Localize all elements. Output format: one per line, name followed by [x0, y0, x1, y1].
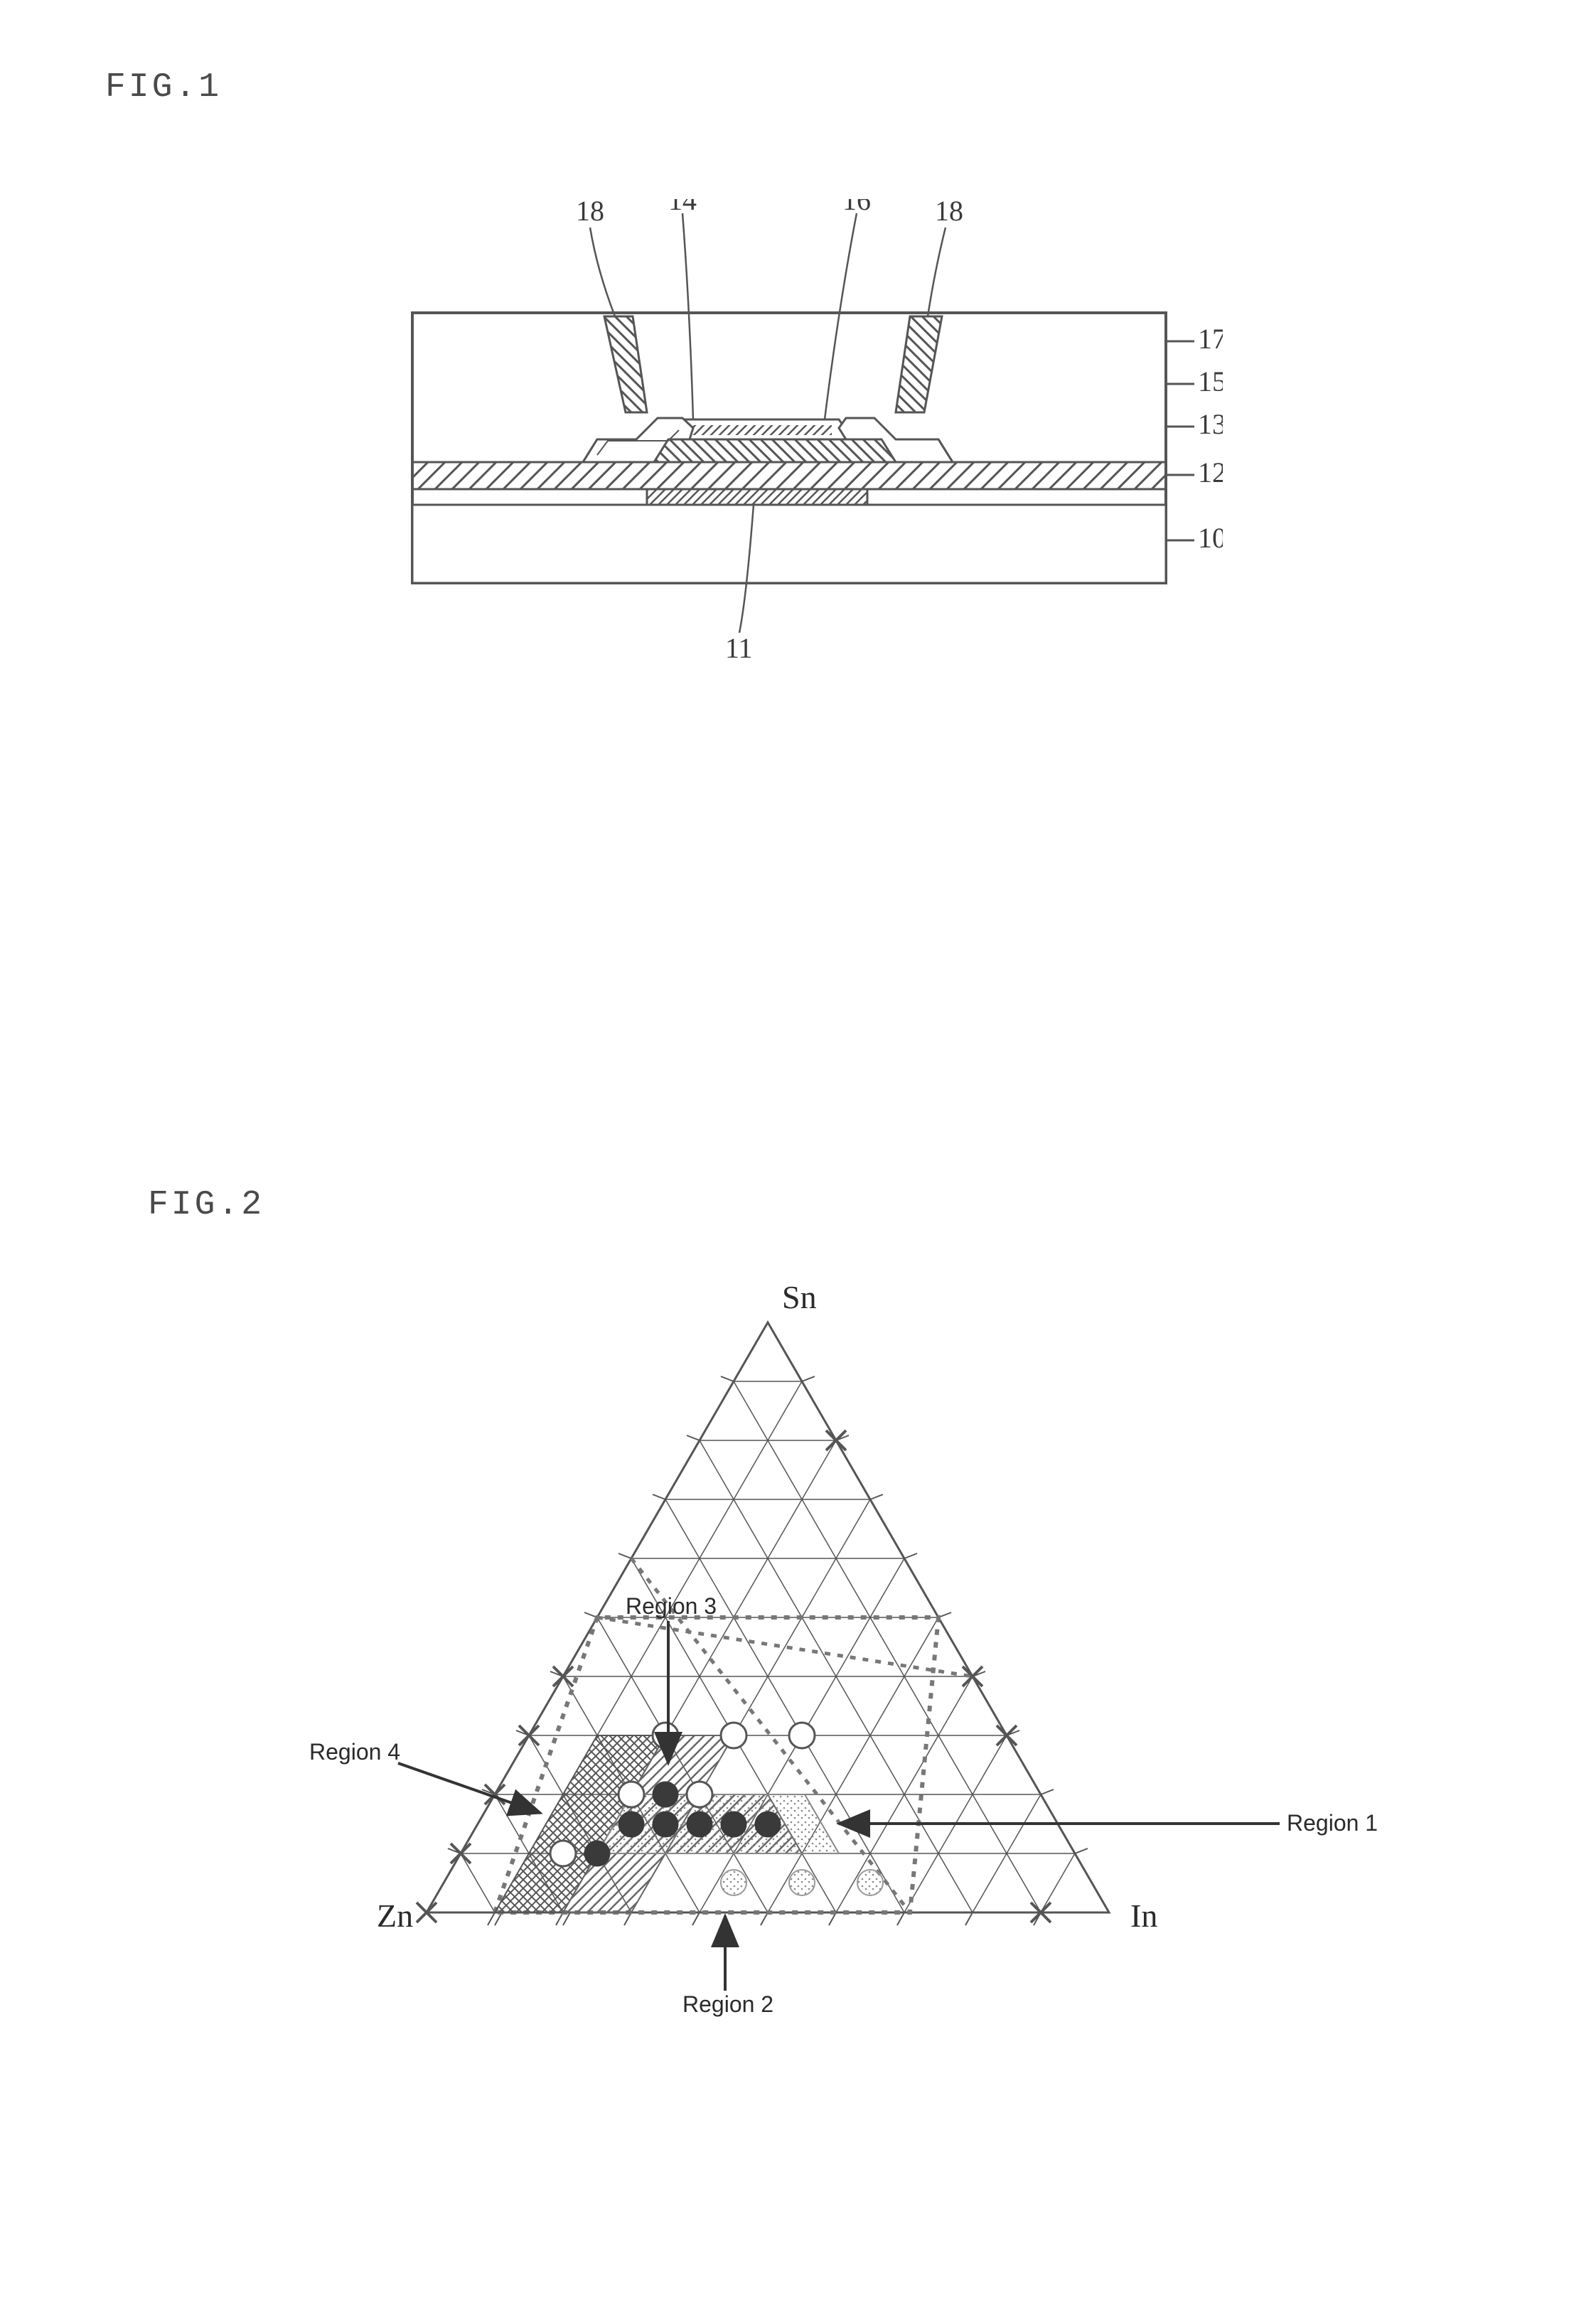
label-18b: 18	[935, 199, 963, 227]
label-17: 17	[1198, 323, 1223, 355]
vertex-sn: Sn	[782, 1279, 817, 1315]
label-18a: 18	[576, 199, 604, 227]
layer-15-hatch	[690, 425, 832, 435]
label-region1: Region 1	[1287, 1810, 1378, 1836]
fig1-diagram: 18 14 16 18 17 15 13 12 10 11	[384, 199, 1223, 661]
vertex-in: In	[1130, 1898, 1157, 1934]
layer-10	[412, 505, 1166, 583]
fig1-label: FIG.1	[105, 68, 222, 107]
fig2-svg: Sn Zn In Region 1 Region 2 Region 3 Regi…	[199, 1265, 1422, 2019]
leader-18a	[590, 228, 615, 316]
label-region4: Region 4	[309, 1739, 400, 1765]
arrow-region4	[398, 1763, 540, 1813]
leader-16	[825, 213, 857, 419]
ternary-triangle	[417, 1322, 1109, 1925]
label-region3: Region 3	[626, 1593, 717, 1619]
label-13: 13	[1198, 408, 1223, 440]
label-11: 11	[725, 632, 753, 661]
label-16: 16	[842, 199, 871, 216]
layer-11-gate	[647, 489, 867, 505]
label-12: 12	[1198, 456, 1223, 488]
leader-18b	[928, 228, 946, 316]
vertex-zn: Zn	[377, 1898, 413, 1934]
fig1-svg: 18 14 16 18 17 15 13 12 10 11	[384, 199, 1223, 661]
via-18-right	[896, 316, 942, 412]
via-18-left	[604, 316, 647, 412]
label-15: 15	[1198, 365, 1223, 397]
leader-14	[682, 213, 693, 419]
fig2-diagram: Sn Zn In Region 1 Region 2 Region 3 Regi…	[199, 1265, 1422, 2019]
label-10: 10	[1198, 522, 1223, 554]
label-region2: Region 2	[682, 1991, 773, 2017]
fig2-label: FIG.2	[148, 1186, 264, 1224]
label-14: 14	[668, 199, 697, 216]
layer-12	[412, 462, 1166, 489]
